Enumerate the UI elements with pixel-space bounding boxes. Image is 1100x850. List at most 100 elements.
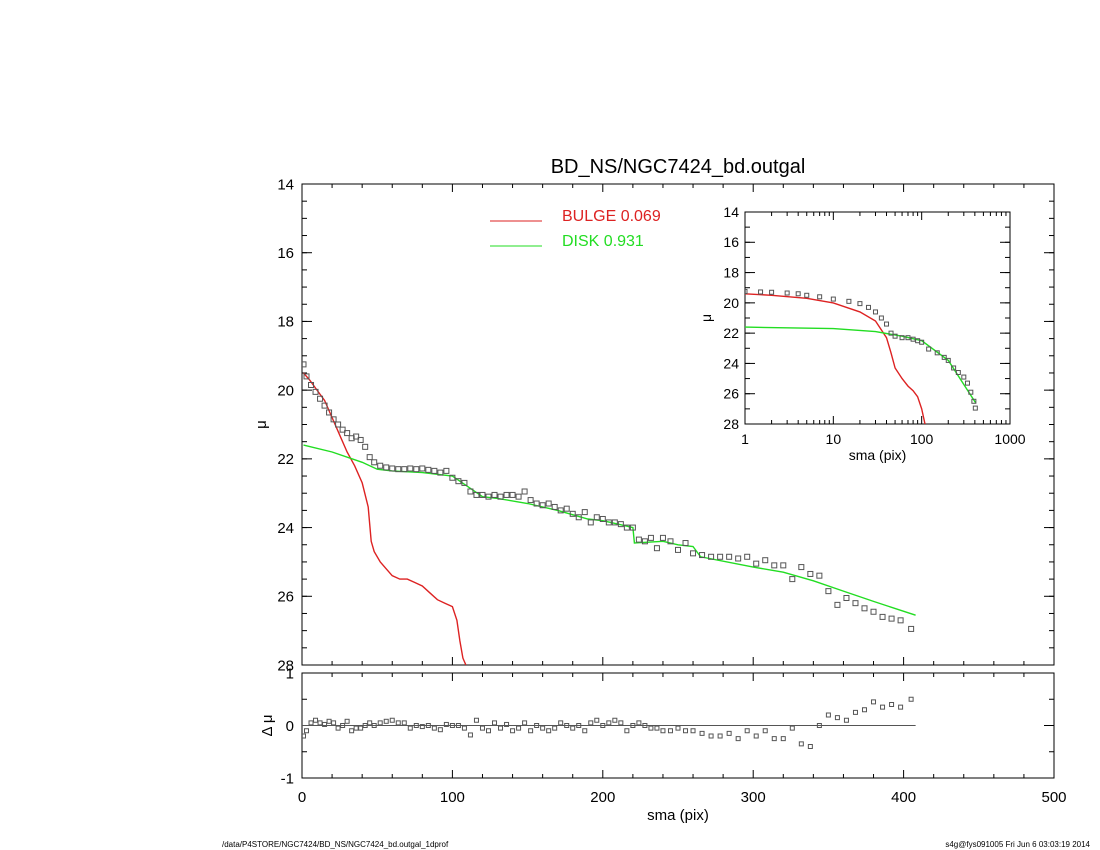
data-point bbox=[515, 493, 522, 500]
residual-point bbox=[570, 725, 576, 731]
data-point bbox=[605, 519, 612, 526]
data-point bbox=[611, 519, 618, 526]
data-point bbox=[407, 465, 414, 472]
residual-point bbox=[612, 717, 618, 723]
residual-point bbox=[564, 723, 570, 728]
residual-point bbox=[358, 725, 364, 731]
data-point bbox=[413, 466, 420, 473]
y-tick-label: 28 bbox=[277, 657, 294, 674]
residual-point bbox=[762, 728, 768, 734]
data-point bbox=[539, 502, 546, 509]
residual-point bbox=[308, 720, 314, 726]
x-tick-label: 500 bbox=[1041, 789, 1066, 806]
residual-point bbox=[546, 728, 552, 734]
residual-point bbox=[498, 725, 504, 731]
inset-data-point bbox=[830, 296, 836, 302]
residual-point bbox=[852, 709, 858, 715]
inset-data-point bbox=[784, 290, 790, 296]
inset-data-point bbox=[961, 374, 967, 380]
inset-data-point bbox=[899, 335, 905, 341]
y-tick-label: 24 bbox=[723, 355, 739, 371]
residual-point bbox=[367, 720, 373, 726]
residual-point bbox=[690, 728, 696, 734]
inset-data-point bbox=[878, 315, 884, 321]
inset-background bbox=[745, 212, 1010, 424]
residual-point bbox=[407, 725, 413, 731]
data-point bbox=[735, 555, 742, 562]
x-axis-title: sma (pix) bbox=[849, 447, 907, 463]
y-tick-label: 26 bbox=[723, 386, 739, 402]
residual-point bbox=[600, 723, 606, 728]
residual-point bbox=[861, 707, 867, 713]
inset-data-point bbox=[817, 294, 823, 300]
y-tick-label: 14 bbox=[723, 204, 739, 220]
residual-point bbox=[654, 725, 660, 731]
data-point bbox=[861, 605, 868, 612]
y-tick-label: 22 bbox=[723, 325, 739, 341]
residual-point bbox=[443, 721, 449, 727]
data-point bbox=[708, 553, 715, 560]
data-point bbox=[383, 464, 390, 471]
data-point bbox=[807, 570, 814, 577]
data-point bbox=[473, 491, 480, 498]
data-point bbox=[897, 617, 904, 624]
data-point bbox=[569, 510, 576, 517]
residual-point bbox=[648, 725, 654, 731]
data-point bbox=[744, 553, 751, 560]
inset-data-point bbox=[758, 289, 764, 295]
inset-data-point bbox=[872, 309, 878, 315]
residual-point bbox=[510, 728, 516, 734]
residual-point bbox=[431, 725, 437, 731]
data-point bbox=[467, 488, 474, 495]
residual-point bbox=[552, 725, 558, 731]
data-point bbox=[353, 433, 360, 440]
data-point bbox=[485, 493, 492, 500]
data-point bbox=[437, 469, 444, 476]
residual-point bbox=[302, 733, 307, 739]
inset-data-point bbox=[888, 330, 894, 336]
footer-timestamp: s4g@fys091005 Fri Jun 6 03:03:19 2014 bbox=[945, 840, 1090, 849]
residual-point bbox=[425, 723, 431, 728]
residual-point bbox=[322, 721, 328, 727]
data-point bbox=[377, 462, 384, 469]
data-point bbox=[825, 588, 832, 595]
x-tick-label: 0 bbox=[298, 789, 306, 806]
chart-title: BD_NS/NGC7424_bd.outgal bbox=[550, 156, 806, 178]
data-point bbox=[659, 534, 666, 541]
data-point bbox=[682, 540, 689, 547]
residual-point bbox=[771, 736, 777, 742]
residual-point bbox=[449, 723, 455, 728]
inset-data-point bbox=[865, 304, 871, 310]
data-point bbox=[599, 515, 606, 522]
data-point bbox=[798, 564, 805, 571]
data-point bbox=[675, 546, 681, 553]
residual-point bbox=[313, 717, 319, 723]
data-point bbox=[575, 514, 582, 521]
y-axis-title: μ bbox=[253, 420, 270, 429]
residual-point bbox=[798, 741, 804, 747]
data-point bbox=[653, 545, 660, 552]
inset-data-point bbox=[892, 333, 898, 339]
residual-point bbox=[455, 723, 461, 728]
y-tick-label: 16 bbox=[277, 245, 294, 262]
x-tick-label: 100 bbox=[910, 431, 934, 447]
residual-point bbox=[708, 733, 714, 739]
y-axis-title: μ bbox=[698, 314, 714, 322]
residual-point bbox=[780, 736, 786, 742]
data-point bbox=[780, 562, 787, 569]
residual-point bbox=[437, 727, 443, 733]
y-axis-title: Δ μ bbox=[259, 714, 276, 736]
data-point bbox=[317, 395, 324, 402]
residual-point bbox=[504, 721, 510, 727]
y-tick-label: 14 bbox=[277, 176, 294, 193]
residual-point bbox=[898, 704, 904, 710]
inset-data-point bbox=[955, 370, 961, 376]
residual-point bbox=[825, 712, 831, 718]
data-point bbox=[330, 416, 337, 423]
y-tick-label: 0 bbox=[286, 718, 294, 735]
residual-point bbox=[528, 728, 534, 734]
data-point bbox=[303, 373, 310, 380]
x-tick-label: 100 bbox=[440, 789, 465, 806]
y-tick-label: 20 bbox=[277, 382, 294, 399]
inset-data-point bbox=[884, 321, 890, 327]
